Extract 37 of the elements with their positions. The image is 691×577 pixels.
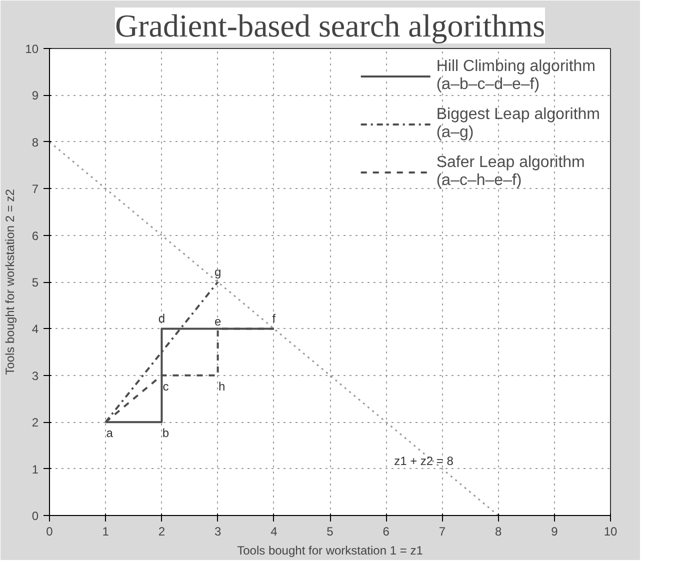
annotation: z1 + z2 = 8 <box>394 454 454 468</box>
legend-label: Hill Climbing algorithm (a–b–c–d–e–f) <box>436 58 596 94</box>
x-tick-label: 6 <box>382 524 390 538</box>
x-tick-label: 8 <box>494 524 502 538</box>
legend-label: Biggest Leap algorithm (a–g) <box>436 106 600 142</box>
annotation: a <box>106 426 114 440</box>
y-tick-label: 7 <box>32 182 39 196</box>
legend-label: Safer Leap algorithm (a–c–h–e–f) <box>436 154 585 190</box>
x-tick-label: 10 <box>604 524 618 538</box>
y-tick-label: 3 <box>32 368 39 383</box>
y-tick-label: 2 <box>32 416 39 430</box>
x-tick-label: 7 <box>438 524 446 538</box>
annotation: b <box>162 426 170 440</box>
y-tick-label: 8 <box>32 135 39 150</box>
x-tick-label: 3 <box>214 524 222 538</box>
x-tick-label: 9 <box>551 524 558 538</box>
x-tick-label: 0 <box>46 524 54 538</box>
y-tick-label: 0 <box>32 509 39 523</box>
y-tick-label: 1 <box>32 462 39 476</box>
annotation: c <box>162 379 169 394</box>
annotation: e <box>214 314 222 329</box>
annotation: f <box>272 312 276 326</box>
y-axis-title: Tools bought for workstation 2 = z2 <box>3 188 18 375</box>
y-tick-label: 4 <box>32 322 39 336</box>
annotation: g <box>214 265 222 279</box>
y-tick-label: 10 <box>25 42 39 56</box>
annotation: h <box>218 379 226 394</box>
y-tick-label: 9 <box>32 88 39 103</box>
x-tick-label: 1 <box>102 524 110 538</box>
x-axis-title: Tools bought for workstation 1 = z1 <box>237 544 424 558</box>
x-tick-label: 2 <box>158 524 166 538</box>
x-tick-label: 5 <box>326 524 334 538</box>
y-tick-label: 5 <box>32 276 39 290</box>
annotation: d <box>158 312 166 326</box>
chart-title: Gradient-based search algorithms <box>114 8 546 44</box>
x-tick-label: 4 <box>270 524 278 538</box>
y-tick-label: 6 <box>32 228 39 243</box>
